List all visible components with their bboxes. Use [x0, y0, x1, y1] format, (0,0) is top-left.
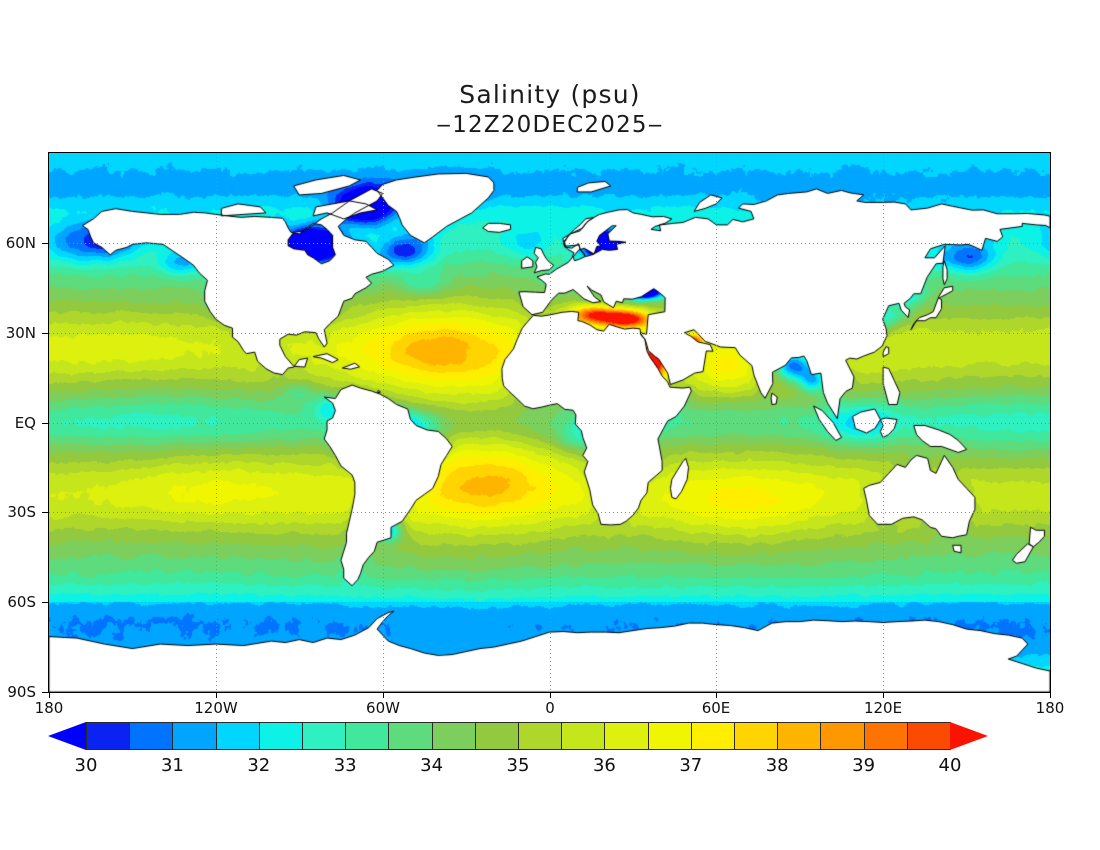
- colorbar-cell: [863, 722, 908, 750]
- colorbar-tick-label: 32: [247, 755, 271, 776]
- colorbar-tick-label: 36: [592, 755, 616, 776]
- map-plot-area: [48, 152, 1051, 693]
- y-axis-tick: [42, 512, 48, 513]
- colorbar-tick-label: 34: [420, 755, 444, 776]
- colorbar-cell: [129, 722, 174, 750]
- x-axis-label: 60W: [366, 699, 400, 717]
- x-axis-tick: [383, 692, 384, 698]
- x-axis-label: 120W: [194, 699, 238, 717]
- x-axis-tick: [1050, 692, 1051, 698]
- y-axis-tick: [42, 423, 48, 424]
- salinity-field-raster: [49, 153, 1050, 692]
- colorbar-tick-label: 39: [852, 755, 876, 776]
- colorbar-cell: [820, 722, 865, 750]
- colorbar-tick-label: 37: [679, 755, 703, 776]
- x-axis-label: 60E: [701, 699, 731, 717]
- y-axis-label: 30S: [7, 503, 36, 521]
- colorbar: 30 31 32 33 34 35 36 37 38 39 40: [48, 722, 988, 776]
- colorbar-cell: [388, 722, 433, 750]
- x-axis-tick: [883, 692, 884, 698]
- colorbar-cell: [345, 722, 390, 750]
- figure-title: Salinity (psu): [459, 80, 641, 109]
- colorbar-cell: [734, 722, 779, 750]
- colorbar-cell: [431, 722, 476, 750]
- colorbar-under-arrow: [48, 722, 86, 750]
- colorbar-tick-label: 38: [765, 755, 789, 776]
- x-axis-label: 180: [1035, 699, 1065, 717]
- colorbar-cell: [474, 722, 519, 750]
- y-axis-label: EQ: [14, 414, 36, 432]
- y-axis-label: 30N: [5, 324, 36, 342]
- x-axis-tick: [550, 692, 551, 698]
- colorbar-cell: [172, 722, 217, 750]
- x-axis-label: 180: [34, 699, 64, 717]
- figure-subtitle: ‒12Z20DEC2025‒: [436, 111, 664, 138]
- y-axis-label: 90S: [7, 683, 36, 701]
- colorbar-cell: [690, 722, 735, 750]
- y-axis-tick: [42, 602, 48, 603]
- x-axis-tick: [216, 692, 217, 698]
- colorbar-cell: [561, 722, 606, 750]
- colorbar-cell: [906, 722, 951, 750]
- x-axis-tick: [716, 692, 717, 698]
- x-axis-label: 120E: [863, 699, 903, 717]
- colorbar-tick-label: 30: [74, 755, 98, 776]
- colorbar-cell: [302, 722, 347, 750]
- colorbar-tick-label: 40: [938, 755, 962, 776]
- x-axis-tick: [49, 692, 50, 698]
- colorbar-cell: [258, 722, 303, 750]
- colorbar-tick-label: 33: [333, 755, 357, 776]
- colorbar-cell: [518, 722, 563, 750]
- colorbar-over-arrow: [950, 722, 988, 750]
- colorbar-cell: [215, 722, 260, 750]
- figure-title-block: Salinity (psu) ‒12Z20DEC2025‒: [0, 80, 1100, 139]
- y-axis-tick: [42, 692, 48, 693]
- colorbar-cell: [647, 722, 692, 750]
- colorbar-cell: [86, 722, 131, 750]
- colorbar-tick-label: 35: [506, 755, 530, 776]
- colorbar-tick-label: 31: [160, 755, 184, 776]
- colorbar-cell: [777, 722, 822, 750]
- y-axis-label: 60N: [5, 234, 36, 252]
- y-axis-tick: [42, 333, 48, 334]
- x-axis-label: 0: [545, 699, 555, 717]
- y-axis-label: 60S: [7, 593, 36, 611]
- colorbar-cell: [604, 722, 649, 750]
- y-axis-tick: [42, 243, 48, 244]
